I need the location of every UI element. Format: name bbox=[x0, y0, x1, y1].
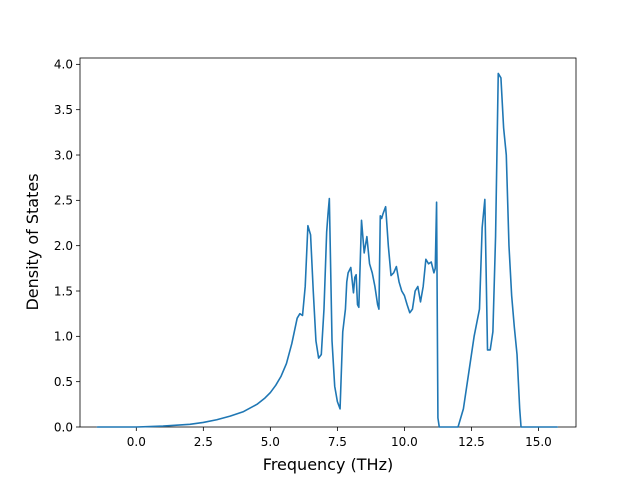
y-tick-label: 2.0 bbox=[54, 239, 73, 253]
y-tick-label: 0.0 bbox=[54, 420, 73, 434]
y-tick-label: 4.0 bbox=[54, 58, 73, 72]
x-tick-label: 10.0 bbox=[391, 435, 418, 449]
x-tick-label: 2.5 bbox=[194, 435, 213, 449]
y-tick-label: 3.5 bbox=[54, 103, 73, 117]
y-axis-ticks: 0.0 0.5 1.0 1.5 2.0 2.5 3.0 3.5 4.0 bbox=[54, 58, 80, 434]
y-axis-title: Density of States bbox=[23, 173, 42, 310]
y-tick-label: 3.0 bbox=[54, 148, 73, 162]
x-axis-ticks: 0.0 2.5 5.0 7.5 10.0 12.5 15.0 bbox=[127, 427, 552, 449]
x-tick-label: 5.0 bbox=[261, 435, 280, 449]
series-layer bbox=[96, 72, 559, 428]
x-axis-title: Frequency (THz) bbox=[263, 455, 393, 474]
x-tick-label: 7.5 bbox=[328, 435, 347, 449]
x-tick-label: 15.0 bbox=[525, 435, 552, 449]
x-tick-label: 12.5 bbox=[458, 435, 485, 449]
dos-series-line bbox=[96, 72, 559, 428]
y-tick-label: 2.5 bbox=[54, 194, 73, 208]
y-tick-label: 1.5 bbox=[54, 284, 73, 298]
x-tick-label: 0.0 bbox=[127, 435, 146, 449]
y-tick-label: 0.5 bbox=[54, 375, 73, 389]
y-tick-label: 1.0 bbox=[54, 330, 73, 344]
plot-frame bbox=[79, 57, 577, 428]
